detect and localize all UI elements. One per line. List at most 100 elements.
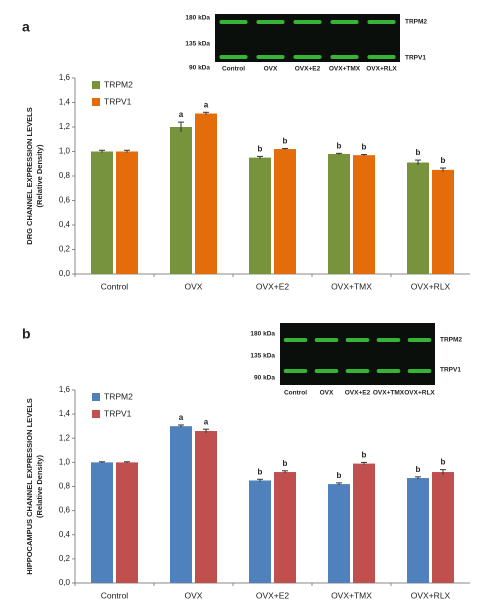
blot-band [345, 338, 370, 342]
blot-band-label: TRPM2 [440, 337, 462, 344]
blot-band-label: TRPV1 [405, 55, 426, 62]
x-tick-label: OVX+E2 [256, 281, 290, 291]
panel-label: b [22, 326, 31, 342]
blot-band [219, 20, 248, 24]
y-tick-label: 0,8 [59, 482, 71, 491]
bar [432, 169, 454, 274]
blot-lane-label: OVX+RLX [404, 390, 435, 397]
error-bar [178, 424, 184, 428]
significance-letter: b [362, 450, 367, 459]
blot-lane-label: Control [222, 66, 245, 73]
bar [195, 431, 217, 583]
y-axis-label: DRG CHANNEL EXPRESSION LEVELS [25, 107, 34, 244]
blot-marker: 180 kDa [185, 15, 210, 22]
blot-band [367, 20, 396, 24]
blot-lane-label: OVX+RLX [366, 66, 397, 73]
blot-band [293, 55, 322, 59]
y-tick-label: 1,4 [59, 409, 71, 418]
y-axis-label: (Relative Density) [35, 455, 44, 518]
bar [274, 149, 296, 274]
significance-letter: b [441, 156, 446, 165]
legend-swatch [92, 393, 100, 401]
x-tick-label: OVX+E2 [256, 590, 290, 600]
blot-image [280, 323, 435, 385]
significance-letter: b [441, 458, 446, 467]
bar [249, 480, 271, 583]
y-tick-label: 1,0 [59, 147, 71, 156]
error-bar [203, 428, 209, 433]
significance-letter: b [337, 141, 342, 150]
blot-band [376, 369, 401, 373]
panel-label: a [22, 19, 30, 35]
error-bar [257, 155, 263, 159]
blot-marker: 90 kDa [189, 65, 210, 72]
y-tick-label: 1,0 [59, 457, 71, 466]
blot-band [407, 338, 432, 342]
bar [407, 162, 429, 274]
bar [328, 484, 350, 583]
error-bar [415, 159, 421, 165]
y-tick-label: 0,6 [59, 196, 71, 205]
significance-letter: b [258, 467, 263, 476]
error-bar [99, 149, 105, 153]
x-tick-label: Control [101, 590, 129, 600]
y-tick-label: 1,2 [59, 433, 71, 442]
y-tick-label: 0,0 [59, 578, 71, 587]
significance-letter: a [179, 110, 184, 119]
bar [170, 426, 192, 583]
bar [116, 151, 138, 274]
blot-band [407, 369, 432, 373]
y-axis-label: HIPPOCAMPUS CHANNEL EXPRESSION LEVELS [25, 398, 34, 575]
bar [91, 151, 113, 274]
blot-band [376, 338, 401, 342]
significance-letter: b [258, 145, 263, 154]
blot-band [367, 55, 396, 59]
blot-band [314, 338, 339, 342]
error-bar [203, 111, 209, 115]
legend-label: TRPV1 [104, 96, 132, 106]
legend-label: TRPM2 [104, 79, 133, 89]
error-bar [124, 461, 130, 463]
legend-label: TRPV1 [104, 408, 132, 418]
blot-marker: 135 kDa [185, 41, 210, 48]
blot-marker: 90 kDa [254, 375, 275, 382]
legend-swatch [92, 81, 100, 89]
blot-marker: 180 kDa [250, 331, 275, 338]
y-axis-label: (Relative Density) [35, 144, 44, 207]
error-bar [336, 152, 342, 155]
y-tick-label: 1,2 [59, 122, 71, 131]
error-bar [361, 154, 367, 156]
blot-band [283, 369, 308, 373]
significance-letter: a [204, 100, 209, 109]
blot-band [283, 338, 308, 342]
x-tick-label: OVX+RLX [411, 590, 451, 600]
error-bar [336, 482, 342, 486]
blot-lane-label: OVX+E2 [345, 390, 371, 397]
significance-letter: b [416, 465, 421, 474]
y-tick-label: 1,6 [59, 73, 71, 82]
blot-band [293, 20, 322, 24]
bar [274, 472, 296, 583]
bar [407, 478, 429, 583]
y-tick-label: 0,4 [59, 530, 71, 539]
bar [353, 155, 375, 274]
bar [432, 472, 454, 583]
bar [328, 153, 350, 274]
error-bar [440, 167, 446, 172]
legend-swatch [92, 410, 100, 418]
y-tick-label: 0,8 [59, 171, 71, 180]
error-bar [415, 476, 421, 480]
blot-lane-label: OVX [264, 66, 278, 73]
significance-letter: b [416, 148, 421, 157]
x-tick-label: OVX [185, 281, 203, 291]
bar [195, 113, 217, 275]
significance-letter: a [179, 413, 184, 422]
blot-band-label: TRPV1 [440, 367, 461, 374]
y-tick-label: 0,2 [59, 245, 71, 254]
blot-band [330, 20, 359, 24]
error-bar [124, 149, 130, 153]
legend-swatch [92, 98, 100, 106]
y-tick-label: 1,6 [59, 385, 71, 394]
blot-lane-label: OVX [320, 390, 334, 397]
